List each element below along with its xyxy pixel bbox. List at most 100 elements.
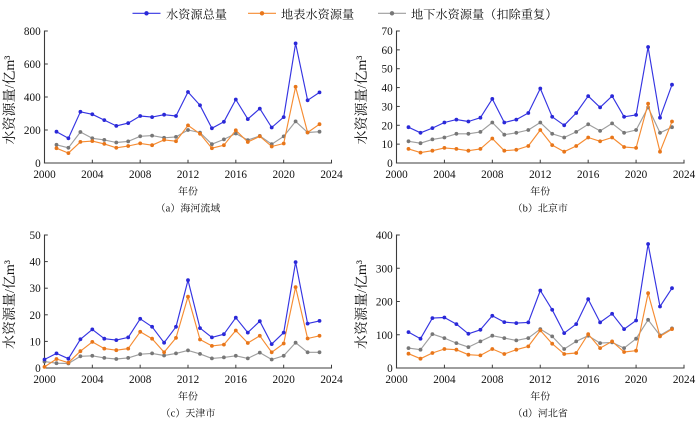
data-point-marker bbox=[442, 315, 447, 320]
data-point-marker bbox=[478, 147, 483, 151]
x-tick-label: 2020 bbox=[625, 169, 648, 181]
data-point-marker bbox=[317, 333, 322, 338]
x-tick-labels: 2000 2004 2008 2012 2016 2020 2024 bbox=[385, 169, 695, 181]
series-0 bbox=[42, 260, 322, 362]
x-tick-label: 2024 bbox=[673, 169, 696, 181]
data-point-marker bbox=[646, 291, 650, 296]
data-point-marker bbox=[66, 145, 71, 150]
data-point-marker bbox=[622, 327, 626, 331]
data-point-marker bbox=[598, 341, 602, 345]
data-point-marker bbox=[598, 320, 602, 325]
cjk-glyph bbox=[530, 186, 540, 196]
data-point-marker bbox=[198, 352, 202, 356]
data-point-marker bbox=[162, 350, 167, 355]
subplot-caption: c bbox=[167, 408, 215, 420]
y-tick-label: 800 bbox=[24, 26, 41, 38]
series-1-markers bbox=[406, 291, 674, 361]
data-point-marker bbox=[102, 346, 107, 351]
cjk-glyph bbox=[354, 293, 367, 307]
cjk-glyph bbox=[411, 8, 423, 20]
x-tick-label: 2016 bbox=[577, 169, 600, 181]
data-point-marker bbox=[210, 356, 214, 361]
data-point-marker bbox=[478, 339, 483, 344]
latin-text-run: / bbox=[3, 84, 18, 88]
data-point-marker bbox=[210, 146, 214, 151]
y-tick-label: 30 bbox=[382, 101, 394, 113]
data-point-marker bbox=[562, 331, 567, 335]
data-point-marker bbox=[634, 348, 638, 353]
data-point-marker bbox=[418, 130, 423, 135]
cjk-glyph bbox=[185, 408, 196, 418]
series-1 bbox=[54, 84, 322, 156]
data-point-marker bbox=[598, 346, 602, 350]
subplot-caption: d bbox=[519, 408, 568, 420]
data-point-marker bbox=[42, 357, 47, 362]
data-point-marker bbox=[222, 143, 226, 148]
data-point-marker bbox=[598, 129, 602, 133]
series-2 bbox=[42, 340, 322, 366]
data-point-marker bbox=[670, 286, 674, 291]
data-point-marker bbox=[257, 319, 262, 324]
x-tick-label: 2000 bbox=[33, 374, 56, 386]
data-point-marker bbox=[54, 357, 59, 361]
data-point-marker bbox=[78, 140, 83, 144]
y-tick-label: 0 bbox=[35, 158, 41, 170]
series-line bbox=[44, 261, 320, 361]
data-point-marker bbox=[293, 340, 298, 345]
x-tick-label: 2024 bbox=[673, 374, 696, 386]
data-point-marker bbox=[502, 320, 507, 324]
x-tick-label: 2008 bbox=[129, 169, 152, 181]
data-point-marker bbox=[102, 118, 107, 122]
data-point-marker bbox=[233, 128, 238, 133]
cjk-glyph bbox=[2, 71, 16, 85]
data-point-marker bbox=[174, 351, 178, 356]
data-point-marker bbox=[210, 335, 214, 340]
cjk-glyph bbox=[2, 89, 15, 102]
data-point-marker bbox=[305, 98, 310, 103]
y-axis-label-text: / m³ bbox=[2, 260, 18, 349]
data-point-marker bbox=[54, 142, 59, 147]
y-tick-label: 30 bbox=[30, 283, 42, 295]
data-point-marker bbox=[90, 139, 95, 144]
data-point-marker bbox=[138, 352, 143, 357]
data-point-marker bbox=[150, 115, 155, 119]
data-point-marker bbox=[670, 82, 674, 87]
cjk-glyph bbox=[2, 117, 16, 130]
data-point-marker bbox=[514, 130, 519, 135]
cjk-glyph bbox=[166, 8, 178, 20]
data-point-marker bbox=[150, 133, 155, 138]
cjk-glyph bbox=[167, 408, 171, 418]
data-point-marker bbox=[269, 342, 274, 346]
y-tick-label: 0 bbox=[35, 363, 41, 375]
data-point-marker bbox=[186, 294, 190, 299]
data-point-marker bbox=[406, 351, 411, 356]
data-point-marker bbox=[514, 321, 519, 325]
data-point-marker bbox=[586, 122, 591, 127]
legend-label bbox=[281, 8, 354, 20]
cjk-glyph bbox=[354, 321, 368, 335]
series-1 bbox=[406, 291, 674, 361]
data-point-marker bbox=[42, 365, 47, 369]
series-1-markers bbox=[54, 84, 322, 156]
y-tick-label: 400 bbox=[24, 92, 41, 104]
data-point-marker bbox=[622, 114, 626, 119]
cjk-glyph bbox=[2, 293, 15, 307]
data-point-marker bbox=[162, 353, 167, 358]
data-point-marker bbox=[162, 340, 167, 345]
data-point-marker bbox=[610, 339, 614, 344]
data-point-marker bbox=[430, 148, 435, 153]
data-point-marker bbox=[562, 135, 567, 140]
cjk-glyph bbox=[170, 203, 174, 213]
y-tick-label: 10 bbox=[382, 139, 394, 151]
data-point-marker bbox=[610, 311, 614, 316]
data-point-marker bbox=[114, 357, 119, 361]
x-tick-label: 2004 bbox=[81, 169, 104, 181]
data-point-marker bbox=[186, 128, 190, 132]
legend-marker bbox=[259, 11, 265, 16]
data-point-marker bbox=[430, 351, 435, 355]
cjk-glyph bbox=[330, 8, 342, 20]
data-point-marker bbox=[162, 112, 167, 117]
legend-marker bbox=[144, 11, 149, 16]
cjk-glyph bbox=[496, 8, 508, 20]
data-point-marker bbox=[586, 332, 591, 336]
